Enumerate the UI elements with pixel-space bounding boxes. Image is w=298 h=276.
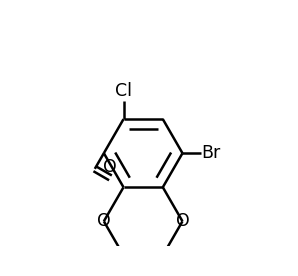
Text: Cl: Cl — [115, 82, 132, 100]
Text: O: O — [97, 212, 111, 230]
Text: Br: Br — [202, 144, 221, 162]
Text: O: O — [103, 158, 116, 176]
Text: O: O — [176, 212, 189, 230]
